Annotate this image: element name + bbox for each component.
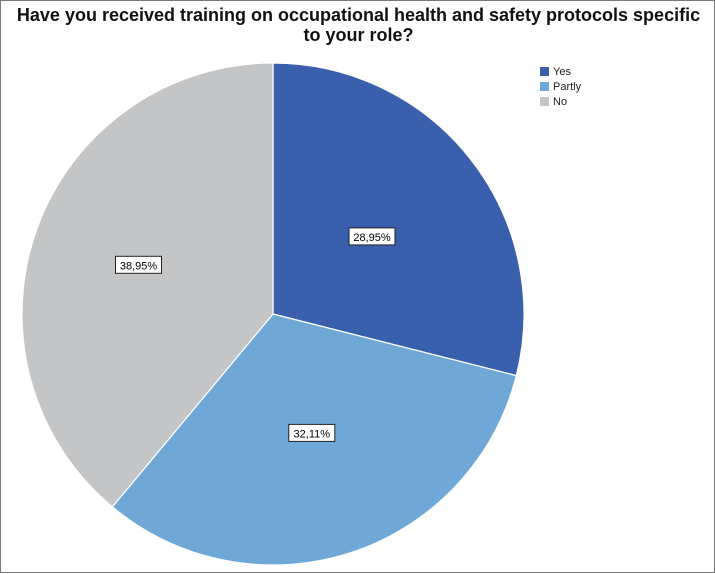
data-label-box-no <box>115 255 162 274</box>
legend-swatch-partly <box>540 82 549 91</box>
pie-data-labels: 28,95% 32,11% 38,95% <box>115 227 396 442</box>
pie-slice-no <box>21 62 274 508</box>
data-label-no: 38,95% <box>115 255 162 274</box>
chart-title-line-1: Have you received training on occupation… <box>16 5 701 25</box>
pie-slice-yes <box>272 62 525 377</box>
legend-label-no: No <box>553 96 567 108</box>
legend-item-yes: Yes <box>540 66 571 78</box>
data-label-text-no: 38,95% <box>120 260 158 272</box>
data-label-partly: 32,11% <box>288 423 336 442</box>
legend-item-partly: Partly <box>540 81 582 93</box>
legend-label-partly: Partly <box>553 81 582 93</box>
legend-label-yes: Yes <box>553 66 571 78</box>
chart-title: Have you received training on occupation… <box>1 5 715 45</box>
data-label-box-partly <box>288 423 336 442</box>
pie-slices <box>21 62 525 566</box>
data-label-box-yes <box>348 227 396 246</box>
legend-swatch-yes <box>540 67 549 76</box>
legend-swatch-no <box>540 97 549 106</box>
data-label-yes: 28,95% <box>348 227 396 246</box>
data-label-text-yes: 28,95% <box>353 232 391 244</box>
data-label-text-partly: 32,11% <box>294 428 331 440</box>
chart-title-line-2: to your role? <box>303 25 414 45</box>
legend: Yes Partly No <box>540 66 582 108</box>
legend-item-no: No <box>540 96 567 108</box>
